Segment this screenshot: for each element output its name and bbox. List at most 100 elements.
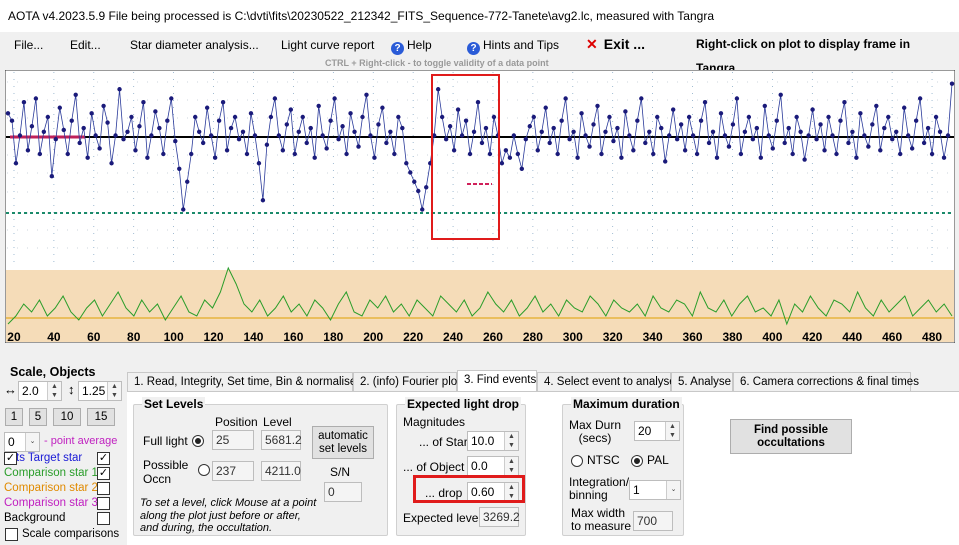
target-star-point — [260, 198, 266, 203]
target-star-point — [690, 133, 696, 138]
target-star-point — [447, 124, 453, 129]
object-line-label: ts Target star — [16, 452, 83, 464]
expected-drop-title: Expected light drop — [405, 397, 522, 411]
x-tick-label: 60 — [87, 330, 101, 343]
menu-exit-label: Exit ... — [603, 36, 645, 52]
tab-find-events[interactable]: 3. Find events — [457, 370, 537, 392]
target-star-point — [340, 124, 345, 129]
target-star-point — [571, 129, 576, 134]
target-star-point — [917, 96, 923, 101]
max-durn-label: Max Durn (secs) — [569, 418, 622, 445]
target-star-point — [894, 129, 899, 134]
menu-star-diameter[interactable]: Star diameter analysis... — [130, 38, 259, 52]
find-occultations-button[interactable]: Find possible occultations — [730, 419, 852, 454]
target-star-point — [882, 125, 887, 131]
ntsc-radio[interactable] — [571, 455, 583, 467]
possible-occn-position[interactable]: 237 — [212, 461, 254, 481]
target-star-point — [435, 87, 441, 92]
menu-hints[interactable]: ? Hints and Tips — [467, 38, 559, 55]
target-star-point — [746, 114, 752, 120]
x-tick-label: 460 — [882, 330, 902, 343]
target-star-point — [850, 129, 855, 134]
tab-read[interactable]: 1. Read, Integrity, Set time, Bin & norm… — [127, 372, 356, 392]
x-scale-spinner[interactable]: 2.0 ▲ ▼ — [18, 381, 62, 401]
target-star-point — [655, 114, 660, 120]
target-star-point — [806, 133, 811, 138]
menu-hints-label: Hints and Tips — [483, 38, 560, 52]
target-star-point — [902, 105, 907, 110]
scale-comparisons-checkbox[interactable] — [5, 528, 18, 541]
target-star-point — [702, 100, 708, 105]
target-star-point — [487, 151, 493, 157]
target-star-point — [17, 133, 23, 138]
target-star-point — [224, 148, 230, 153]
object-line-checkbox[interactable]: ✓ — [4, 452, 17, 465]
target-star-point — [575, 155, 580, 160]
target-star-point — [388, 129, 393, 134]
integration-select[interactable]: 1 ⌄ — [629, 480, 681, 500]
star-mag-spinner[interactable]: 10.0 ▲ ▼ — [467, 431, 519, 451]
x-tick-label: 220 — [403, 330, 423, 343]
target-star-point — [129, 114, 134, 120]
automatic-set-levels-button[interactable]: automatic set levels — [312, 426, 374, 459]
target-star-point — [507, 155, 513, 160]
x-tick-label: 200 — [363, 330, 383, 343]
tab-fourier[interactable]: 2. (info) Fourier plot — [353, 372, 460, 392]
light-curve-plot[interactable]: 20 40 60 80 100 120 140 160 180 200 220 240 260 280 30… — [5, 70, 955, 343]
target-star-point — [798, 129, 803, 134]
target-star-point — [41, 129, 47, 134]
target-star-point — [153, 109, 158, 114]
target-star-point — [822, 148, 827, 153]
max-durn-spinner[interactable]: 20 ▲ ▼ — [634, 421, 680, 441]
full-light-position[interactable]: 25 — [212, 430, 254, 450]
set-levels-title: Set Levels — [142, 397, 206, 411]
menu-edit[interactable]: Edit... — [70, 38, 101, 52]
target-star-point — [579, 111, 584, 116]
target-star-point — [635, 118, 640, 123]
target-star-point — [308, 125, 313, 131]
object-line-checkbox[interactable] — [97, 497, 110, 510]
object-mag-spinner[interactable]: 0.0 ▲ ▼ — [467, 456, 519, 476]
point-average-select[interactable]: 0 ⌄ — [4, 432, 40, 452]
possible-occn-radio[interactable] — [198, 464, 210, 476]
menu-bar: File... Edit... Star diameter analysis..… — [0, 32, 959, 58]
tab-camera-corrections[interactable]: 6. Camera corrections & final times — [733, 372, 919, 392]
pal-radio[interactable] — [631, 455, 643, 467]
possible-occn-level[interactable]: 4211.0 — [261, 461, 301, 481]
target-star-point — [858, 111, 863, 116]
object-line-checkbox[interactable]: ✓ — [97, 467, 110, 480]
highlight-box-event — [431, 74, 500, 240]
menu-file[interactable]: File... — [14, 38, 44, 52]
target-star-point — [212, 155, 218, 160]
zoom-1-button[interactable]: 1 — [5, 408, 23, 426]
target-star-point — [830, 133, 835, 138]
target-star-checkbox[interactable]: ✓ — [97, 452, 110, 465]
menu-help[interactable]: ? Help — [391, 38, 432, 55]
tab-analyse[interactable]: 5. Analyse — [671, 372, 733, 392]
target-star-point — [420, 207, 425, 212]
object-line-checkbox[interactable] — [97, 512, 110, 525]
target-star-point — [890, 137, 895, 142]
target-star-point — [762, 103, 767, 109]
menu-help-label: Help — [407, 38, 432, 52]
y-scale-spinner[interactable]: 1.25 ▲ ▼ — [78, 381, 122, 401]
target-star-point — [204, 105, 210, 110]
target-star-point — [750, 137, 756, 142]
target-star-point — [141, 100, 146, 105]
target-star-point — [9, 118, 15, 123]
menu-exit[interactable]: ✕ Exit ... — [586, 36, 645, 53]
target-star-point — [782, 140, 787, 146]
target-star-point — [181, 207, 186, 212]
menu-light-curve-report[interactable]: Light curve report — [281, 38, 375, 52]
full-light-level[interactable]: 5681.2 — [261, 430, 302, 450]
zoom-10-button[interactable]: 10 — [53, 408, 81, 426]
drop-spinner[interactable]: 0.60 ▲ ▼ — [467, 482, 519, 502]
full-light-radio[interactable] — [192, 435, 204, 447]
target-star-point — [591, 122, 596, 127]
target-star-point — [65, 151, 70, 157]
object-line-checkbox[interactable] — [97, 482, 110, 495]
zoom-15-button[interactable]: 15 — [87, 408, 115, 426]
close-icon: ✕ — [586, 36, 598, 52]
zoom-5-button[interactable]: 5 — [29, 408, 47, 426]
tab-select-event[interactable]: 4. Select event to analyse — [537, 372, 676, 392]
